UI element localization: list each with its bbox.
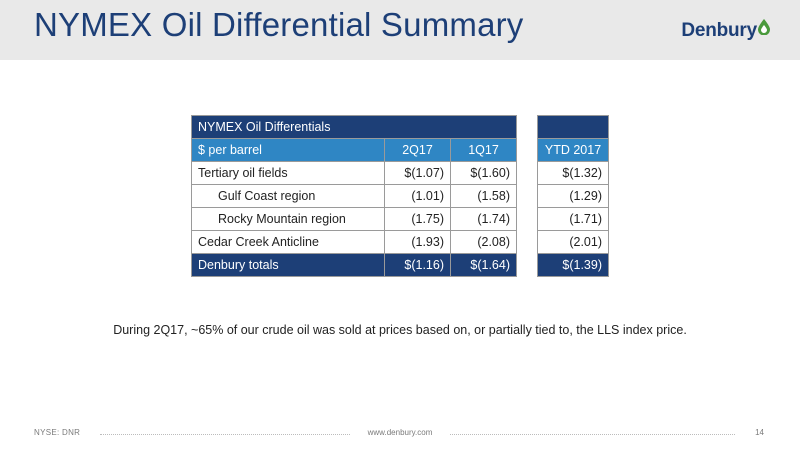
total-value: $(1.64) — [450, 253, 517, 277]
logo-wordmark: Denbury — [681, 20, 757, 41]
cell-value: (1.93) — [384, 230, 451, 254]
table-row: (1.29) — [537, 184, 609, 208]
slide-footer: NYSE: DNR www.denbury.com 14 — [0, 426, 800, 440]
column-header-ytd-2017: YTD 2017 — [537, 138, 609, 162]
total-value: $(1.39) — [537, 253, 609, 277]
table-title: NYMEX Oil Differentials — [191, 115, 517, 139]
slide-title: NYMEX Oil Differential Summary — [34, 6, 524, 43]
cell-value: $(1.32) — [537, 161, 609, 185]
column-header-1q17: 1Q17 — [450, 138, 517, 162]
column-header-2q17: 2Q17 — [384, 138, 451, 162]
table-row: Gulf Coast region (1.01) (1.58) — [191, 184, 517, 208]
cell-value: (1.74) — [450, 207, 517, 231]
table-row: (2.01) — [537, 230, 609, 254]
differentials-table: NYMEX Oil Differentials $ per barrel 2Q1… — [191, 115, 517, 277]
ytd-header-row: YTD 2017 — [537, 138, 609, 162]
cell-value: (2.01) — [537, 230, 609, 254]
totals-row: $(1.39) — [537, 253, 609, 277]
total-value: $(1.16) — [384, 253, 451, 277]
page-number: 14 — [755, 428, 764, 437]
table-row: (1.71) — [537, 207, 609, 231]
cell-value: $(1.60) — [450, 161, 517, 185]
row-label: Rocky Mountain region — [191, 207, 385, 231]
row-label: Gulf Coast region — [191, 184, 385, 208]
table-title-row: NYMEX Oil Differentials — [191, 115, 517, 139]
ticker-label: NYSE: DNR — [34, 428, 81, 437]
table-row: Tertiary oil fields $(1.07) $(1.60) — [191, 161, 517, 185]
table-row: Cedar Creek Anticline (1.93) (2.08) — [191, 230, 517, 254]
unit-label: $ per barrel — [191, 138, 385, 162]
row-label: Tertiary oil fields — [191, 161, 385, 185]
row-label: Cedar Creek Anticline — [191, 230, 385, 254]
cell-value: (1.75) — [384, 207, 451, 231]
cell-value: (2.08) — [450, 230, 517, 254]
table-row: Rocky Mountain region (1.75) (1.74) — [191, 207, 517, 231]
table-header-row: $ per barrel 2Q17 1Q17 — [191, 138, 517, 162]
slide-header: NYMEX Oil Differential Summary Denbury — [0, 0, 800, 60]
footnote-text: During 2Q17, ~65% of our crude oil was s… — [113, 323, 687, 337]
company-logo: Denbury — [681, 18, 770, 44]
ytd-table: YTD 2017 $(1.32) (1.29) (1.71) (2.01) $(… — [537, 115, 609, 277]
ytd-blank-row — [537, 115, 609, 139]
table-row: $(1.32) — [537, 161, 609, 185]
cell-value: (1.01) — [384, 184, 451, 208]
footer-divider — [100, 434, 350, 435]
totals-row: Denbury totals $(1.16) $(1.64) — [191, 253, 517, 277]
footer-divider — [450, 434, 735, 435]
cell-value: (1.71) — [537, 207, 609, 231]
cell-value: (1.29) — [537, 184, 609, 208]
cell-value: (1.58) — [450, 184, 517, 208]
oil-drop-icon — [758, 19, 770, 35]
cell-value: $(1.07) — [384, 161, 451, 185]
website-link[interactable]: www.denbury.com — [367, 428, 433, 437]
totals-label: Denbury totals — [191, 253, 385, 277]
